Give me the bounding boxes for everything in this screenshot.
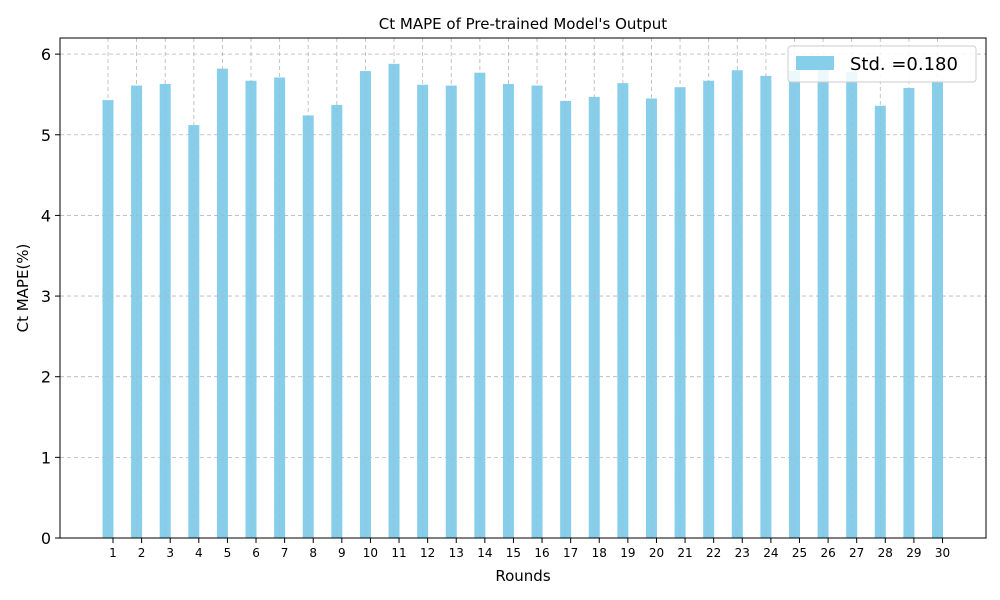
y-axis-label: Ct MAPE(%) [14,244,32,333]
x-tick-label: 3 [166,546,174,560]
y-tick-label: 3 [41,287,51,306]
x-tick-label: 15 [506,546,521,560]
bar [502,83,514,538]
chart-title: Ct MAPE of Pre-trained Model's Output [379,15,668,33]
x-tick-label: 25 [792,546,807,560]
x-tick-label: 26 [820,546,835,560]
x-tick-label: 22 [706,546,721,560]
bar [617,83,629,539]
legend-swatch [796,56,834,70]
x-tick-label: 16 [534,546,549,560]
x-tick-label: 13 [449,546,464,560]
x-tick-label: 17 [563,546,578,560]
bar [932,81,943,538]
x-tick-label: 4 [195,546,203,560]
legend: Std. =0.180 [787,45,977,83]
grid-overlay [60,38,986,539]
y-tick-label: 1 [41,448,51,467]
bar [817,67,829,538]
y-tick-label: 0 [41,529,51,548]
bar [216,68,228,538]
bar [159,83,171,538]
x-tick-label: 2 [138,546,146,560]
x-tick-label: 30 [935,546,950,560]
y-tick-label: 2 [41,368,51,387]
x-tick-label: 6 [252,546,260,560]
x-tick-label: 23 [735,546,750,560]
x-tick-label: 7 [281,546,289,560]
x-tick-label: 9 [338,546,346,560]
x-tick-label: 28 [878,546,893,560]
legend-box [787,45,977,83]
y-tick-label: 4 [41,206,51,225]
bar [188,125,200,538]
x-tick-label: 11 [391,546,406,560]
y-tick-label: 5 [41,126,51,145]
y-axis: 0 1 2 3 4 5 6 [41,45,60,548]
bar [703,80,715,538]
bar [245,80,257,538]
x-tick-label: 8 [309,546,317,560]
legend-label: Std. =0.180 [850,54,958,75]
x-tick-label: 21 [677,546,692,560]
x-tick-label: 5 [224,546,232,560]
x-tick-label: 24 [763,546,778,560]
bar [588,96,600,538]
x-tick-label: 10 [363,546,378,560]
x-tick-label: 20 [649,546,664,560]
x-axis: 1 2 3 4 5 6 7 8 9 10 11 12 13 14 15 16 17 18 19 20 21 22 23 24 2… [109,538,950,560]
x-tick-label: 19 [620,546,635,560]
x-axis-label: Rounds [495,567,550,585]
x-tick-label: 1 [109,546,117,560]
y-tick-label: 6 [41,45,51,64]
plot-frame [59,37,987,539]
x-tick-label: 12 [420,546,435,560]
x-tick-label: 29 [906,546,921,560]
x-tick-label: 27 [849,546,864,560]
x-tick-label: 14 [477,546,492,560]
x-tick-label: 18 [592,546,607,560]
